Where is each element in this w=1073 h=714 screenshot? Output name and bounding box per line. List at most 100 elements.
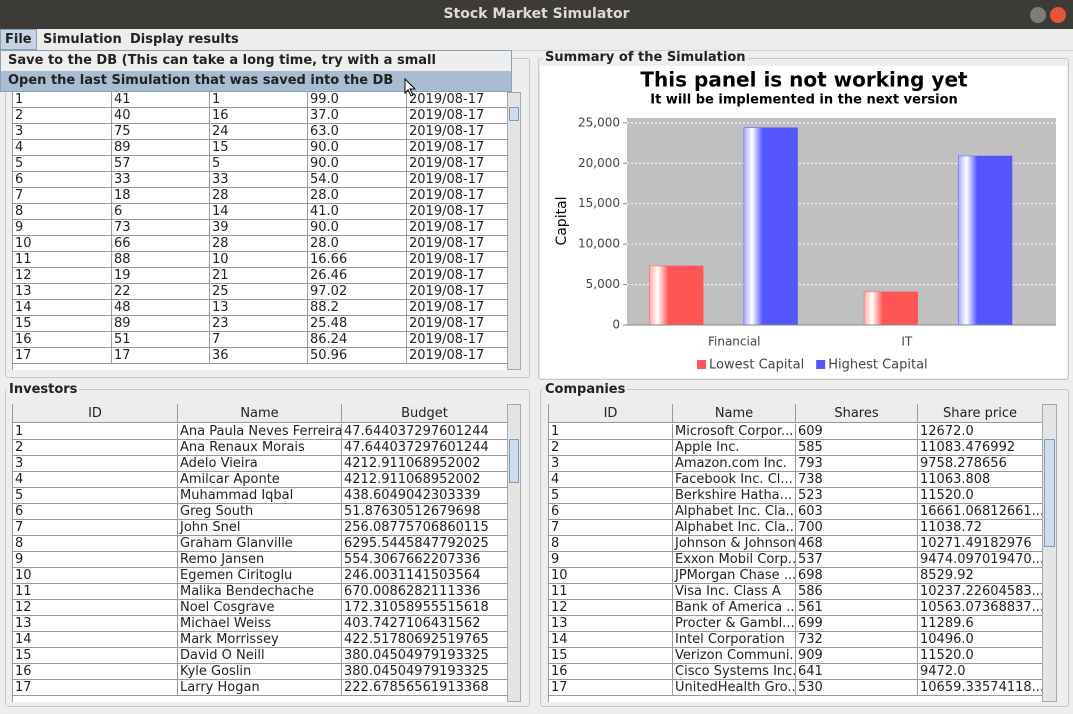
table-cell: UnitedHealth Gro... bbox=[673, 680, 796, 696]
table-cell: Facebook Inc. Cl... bbox=[673, 472, 796, 488]
scrollbar[interactable] bbox=[1042, 404, 1057, 702]
table-cell: 15 bbox=[13, 648, 178, 664]
table-cell: Intel Corporation bbox=[673, 632, 796, 648]
table-cell: 9472.0 bbox=[918, 664, 1043, 680]
x-tick-label: IT bbox=[901, 335, 913, 349]
table-cell: 75 bbox=[112, 124, 210, 140]
table-cell: 2019/08-17 bbox=[407, 108, 508, 124]
minimize-button[interactable] bbox=[1030, 7, 1046, 23]
table-cell: 11083.476992 bbox=[918, 440, 1043, 456]
legend-label: Highest Capital bbox=[828, 358, 927, 373]
table-cell: 50.96 bbox=[308, 348, 407, 364]
table-cell: 738 bbox=[796, 472, 918, 488]
menu-display-results[interactable]: Display results bbox=[130, 32, 239, 47]
table-cell: Muhammad Iqbal bbox=[178, 488, 342, 504]
table-cell: 36 bbox=[210, 348, 308, 364]
table-cell: Amazon.com Inc. bbox=[673, 456, 796, 472]
close-button[interactable] bbox=[1050, 7, 1066, 23]
table-cell: 468 bbox=[796, 536, 918, 552]
table-cell: 12 bbox=[549, 600, 673, 616]
table-cell: 11 bbox=[13, 584, 178, 600]
table-cell: 47.644037297601244 bbox=[342, 440, 508, 456]
table-cell: 51.87630512679698 bbox=[342, 504, 508, 520]
menu-bar: File Simulation Display results bbox=[0, 29, 1073, 51]
table-cell: 10496.0 bbox=[918, 632, 1043, 648]
table-cell: 88.2 bbox=[308, 300, 407, 316]
table-cell: Cisco Systems Inc. bbox=[673, 664, 796, 680]
table-cell: 8529.92 bbox=[918, 568, 1043, 584]
scrollbar[interactable] bbox=[507, 404, 521, 702]
table-cell: 37.0 bbox=[308, 108, 407, 124]
table-cell: 793 bbox=[796, 456, 918, 472]
table-cell: 2019/08-17 bbox=[407, 284, 508, 300]
table-cell: 11 bbox=[13, 252, 112, 268]
table-cell: 6 bbox=[112, 204, 210, 220]
menu-simulation[interactable]: Simulation bbox=[43, 32, 122, 47]
window-title: Stock Market Simulator bbox=[443, 6, 630, 22]
table-cell: 1 bbox=[13, 92, 112, 108]
table-cell: 2019/08-17 bbox=[407, 252, 508, 268]
table-cell: Adelo Vieira bbox=[178, 456, 342, 472]
table-cell: Greg South bbox=[178, 504, 342, 520]
table-cell: 530 bbox=[796, 680, 918, 696]
table-cell: 609 bbox=[796, 424, 918, 440]
column-header: ID bbox=[13, 404, 178, 423]
table-cell: Larry Hogan bbox=[178, 680, 342, 696]
menu-item-open[interactable]: Open the last Simulation that was saved … bbox=[1, 71, 511, 91]
table-cell: 90.0 bbox=[308, 220, 407, 236]
table-cell: 2019/08-17 bbox=[407, 220, 508, 236]
table-cell: 89 bbox=[112, 140, 210, 156]
table-cell: JPMorgan Chase ... bbox=[673, 568, 796, 584]
table-cell: 7 bbox=[13, 188, 112, 204]
table-cell: 256.08775706860115 bbox=[342, 520, 508, 536]
table-cell: Bank of America ... bbox=[673, 600, 796, 616]
table-cell: 2019/08-17 bbox=[407, 140, 508, 156]
table-cell: 1 bbox=[210, 92, 308, 108]
table-cell: 2019/08-17 bbox=[407, 172, 508, 188]
y-tick-label: 15,000 bbox=[578, 196, 620, 210]
table-cell: 54.0 bbox=[308, 172, 407, 188]
table-cell: 4 bbox=[13, 472, 178, 488]
menu-item-save[interactable]: Save to the DB (This can take a long tim… bbox=[8, 53, 436, 88]
panel-title: Investors bbox=[7, 382, 80, 397]
table-cell: 88 bbox=[112, 252, 210, 268]
table-cell: 89 bbox=[112, 316, 210, 332]
table-cell: Amilcar Aponte bbox=[178, 472, 342, 488]
scrollbar[interactable] bbox=[507, 92, 521, 370]
table-cell: 11038.72 bbox=[918, 520, 1043, 536]
table-cell: 10659.33574118... bbox=[918, 680, 1043, 696]
table-cell: 41.0 bbox=[308, 204, 407, 220]
table-cell: 586 bbox=[796, 584, 918, 600]
table-cell: 14 bbox=[13, 632, 178, 648]
investors-panel bbox=[5, 389, 530, 707]
table-cell: 17 bbox=[112, 348, 210, 364]
title-bar: Stock Market Simulator bbox=[0, 0, 1073, 29]
table-cell: 2019/08-17 bbox=[407, 156, 508, 172]
table-cell: 2019/08-17 bbox=[407, 92, 508, 108]
table-cell: 10 bbox=[13, 236, 112, 252]
table-cell: 21 bbox=[210, 268, 308, 284]
table-cell: 10271.49182976 bbox=[918, 536, 1043, 552]
table-cell: 3 bbox=[549, 456, 673, 472]
legend-swatch bbox=[697, 360, 706, 369]
y-tick-label: 5,000 bbox=[586, 277, 620, 291]
legend-label: Lowest Capital bbox=[709, 358, 804, 373]
column-header: Name bbox=[178, 404, 342, 423]
table-cell: Remo Jansen bbox=[178, 552, 342, 568]
table-cell: 14 bbox=[549, 632, 673, 648]
table-cell: 909 bbox=[796, 648, 918, 664]
table-cell: Ana Paula Neves Ferreira bbox=[178, 424, 342, 440]
table-cell: 2019/08-17 bbox=[407, 332, 508, 348]
table-cell: 4 bbox=[13, 140, 112, 156]
table-cell: Exxon Mobil Corp... bbox=[673, 552, 796, 568]
column-header: Name bbox=[673, 404, 796, 423]
table-cell: 26.46 bbox=[308, 268, 407, 284]
table-cell: 11289.6 bbox=[918, 616, 1043, 632]
table-cell: 7 bbox=[549, 520, 673, 536]
table-cell: 18 bbox=[112, 188, 210, 204]
menu-file[interactable]: File bbox=[0, 29, 37, 50]
table-cell: 14 bbox=[13, 300, 112, 316]
table-cell: 16 bbox=[549, 664, 673, 680]
y-axis-label: Capital bbox=[554, 196, 570, 245]
